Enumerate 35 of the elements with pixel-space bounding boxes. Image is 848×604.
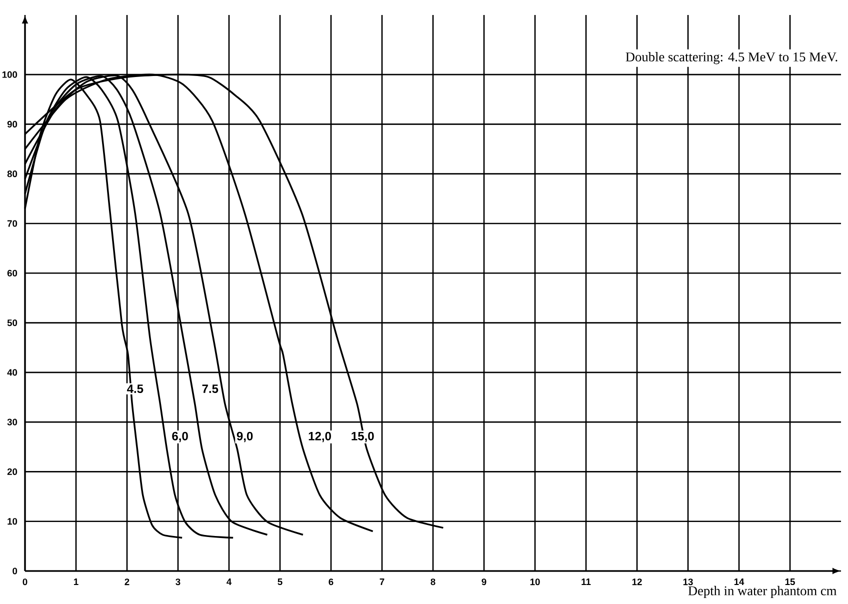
x-tick-label: 5 (278, 578, 282, 586)
annotation: 7.5 (202, 384, 218, 394)
annotation: 12,0 (308, 432, 331, 442)
x-tick-label: 15 (785, 578, 795, 586)
x-tick-label: 10 (530, 578, 540, 586)
x-tick-label: 14 (734, 578, 744, 585)
y-tick-label: 40 (7, 369, 18, 376)
annotation: 9,0 (236, 432, 253, 442)
y-tick-label: 30 (7, 418, 18, 426)
x-tick-label: 7 (380, 578, 384, 585)
y-tick-label: 60 (7, 270, 18, 276)
x-tick-label: 12 (632, 578, 642, 586)
x-tick-label: 8 (430, 578, 436, 586)
y-tick-label: 0 (12, 568, 18, 574)
x-tick-label: 11 (582, 578, 591, 585)
x-tick-label: 0 (22, 578, 28, 586)
x-tick-label: 9 (482, 578, 486, 586)
annotation: 4.5 (127, 384, 144, 394)
y-tick-label: 90 (7, 120, 18, 128)
x-tick-label: 6 (328, 578, 334, 586)
y-tick-label: 20 (7, 468, 18, 476)
x-tick-label: 13 (683, 578, 693, 586)
x-axis-title: Depth in water phantom cm (688, 586, 837, 598)
annotation: 6,0 (172, 432, 188, 442)
x-tick-label: 2 (124, 578, 130, 586)
y-tick-label: 70 (7, 220, 18, 227)
y-tick-label: 50 (7, 319, 18, 326)
x-tick-label: 3 (176, 578, 180, 586)
y-tick-label: 10 (8, 518, 18, 525)
x-tick-label: 4 (226, 578, 232, 585)
annotation: 15,0 (352, 432, 374, 442)
y-tick-label: 80 (7, 170, 18, 178)
y-tick-label: 100 (2, 71, 18, 78)
text: Double scattering: 4.5 MeV to 15 MeV. (626, 52, 838, 64)
x-tick-label: 1 (74, 578, 78, 585)
